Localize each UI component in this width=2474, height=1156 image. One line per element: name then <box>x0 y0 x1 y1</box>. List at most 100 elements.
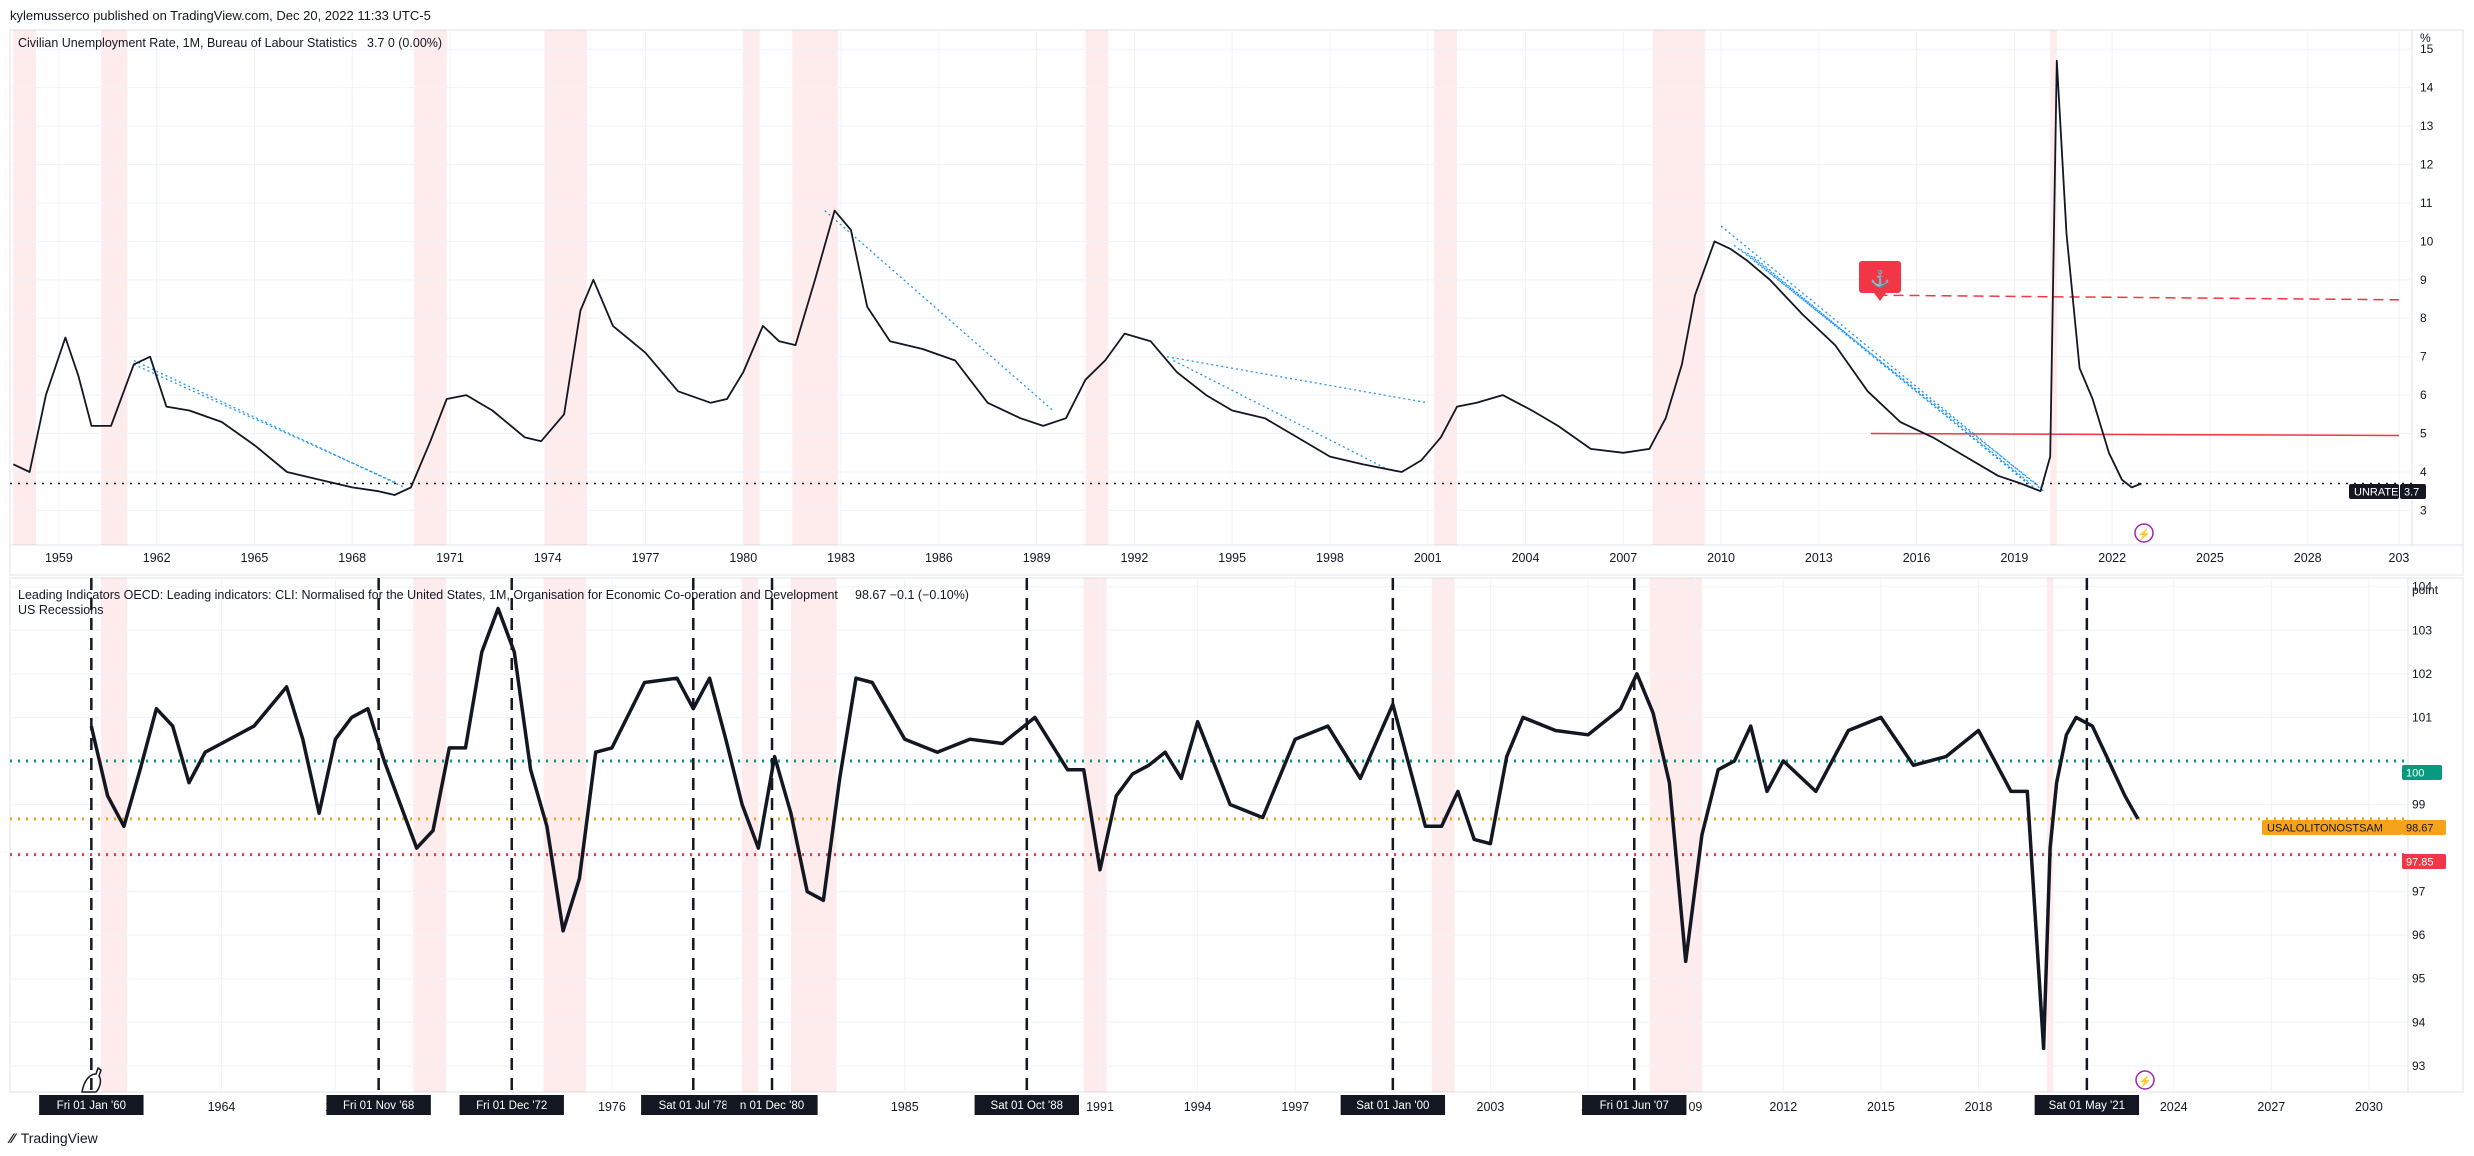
y-tick-label: 99 <box>2412 798 2426 812</box>
cli-pane[interactable]: 9394959697991011021031041964196197619851… <box>10 578 2432 1115</box>
y-tick-label: 102 <box>2412 667 2432 681</box>
y-tick-label: 93 <box>2412 1059 2426 1073</box>
vertical-marker-label: Fri 01 Jun '07 <box>1600 1100 1669 1112</box>
cli-series-label: USALOLITONOSTSAM <box>2267 823 2383 835</box>
unemployment-pane[interactable]: 3 4 5 6 7 8 9 10 11 12 13 14 15 1959 1962 1965 1968 1971 1… <box>10 30 2434 565</box>
horizontal-level-line[interactable] <box>1877 294 2399 301</box>
unrate-line[interactable] <box>12 59 2142 496</box>
cli-level-100-tag: 100 <box>2402 765 2442 780</box>
x-tick-label: 2030 <box>2355 1100 2383 1114</box>
lightning-icon-bottom[interactable]: ⚡ <box>2135 1070 2155 1090</box>
vertical-marker-tag <box>641 1095 746 1115</box>
recession-band <box>1652 30 1705 545</box>
cli-level-9785-tag: 97.85 <box>2402 854 2446 869</box>
recession-band <box>1434 30 1458 545</box>
recession-band <box>1431 578 1455 1092</box>
x-tick-label: 203 <box>2389 551 2410 565</box>
y-tick-label: 4 <box>2420 465 2427 479</box>
x-tick-label: 2015 <box>1867 1100 1895 1114</box>
y-tick-label: 15 <box>2420 42 2434 56</box>
y-tick-label: 7 <box>2420 350 2427 364</box>
recession-band <box>544 30 587 545</box>
recession-band <box>543 578 586 1092</box>
top-legend-title: Civilian Unemployment Rate, 1M, Bureau o… <box>18 36 357 50</box>
x-tick-label: 1974 <box>534 551 562 565</box>
cli-series-tag: USALOLITONOSTSAM 98.67 <box>2262 820 2446 835</box>
x-tick-label: 2018 <box>1965 1100 1993 1114</box>
footer-brand: TradingView <box>20 1130 98 1146</box>
cli-line[interactable] <box>89 606 2140 1051</box>
publisher-line: kylemusserco published on TradingView.co… <box>10 8 431 23</box>
x-tick-label: 1997 <box>1281 1100 1309 1114</box>
y-tick-label: 12 <box>2420 158 2434 172</box>
y-tick-label: 3 <box>2420 503 2427 517</box>
x-tick-label: 1968 <box>338 551 366 565</box>
lightning-icon[interactable]: ⚡ <box>2134 523 2154 543</box>
recession-band <box>792 30 838 545</box>
top-unit-label: % <box>2420 31 2431 45</box>
y-tick-label: 96 <box>2412 928 2426 942</box>
trend-line[interactable] <box>824 210 1054 411</box>
x-tick-label: 2001 <box>1414 551 1442 565</box>
vertical-marker-tag <box>974 1095 1079 1115</box>
vertical-marker-tag <box>726 1095 818 1115</box>
vertical-marker-label: Sat 01 Oct '88 <box>991 1100 1064 1112</box>
horizontal-level-line[interactable] <box>1870 432 2399 437</box>
x-tick-label: 2019 <box>2000 551 2028 565</box>
x-tick-label: 2012 <box>1769 1100 1797 1114</box>
recession-band <box>414 30 447 545</box>
x-tick-label: 2022 <box>2098 551 2126 565</box>
anchor-flag-icon[interactable]: ⚓ <box>1859 261 1901 301</box>
vertical-marker-tag <box>39 1095 144 1115</box>
recession-band <box>13 30 37 545</box>
trend-line[interactable] <box>133 359 405 488</box>
x-tick-label: 1976 <box>598 1100 626 1114</box>
bottom-legend-subtitle: US Recessions <box>18 603 103 617</box>
trend-line[interactable] <box>1746 252 2032 485</box>
svg-text:⚡: ⚡ <box>2138 1075 2152 1088</box>
trend-line[interactable] <box>1173 359 1386 469</box>
vertical-marker-tag <box>2034 1095 2140 1115</box>
vertical-marker-tag <box>1340 1095 1446 1115</box>
x-tick-label: 1986 <box>925 551 953 565</box>
y-tick-label: 10 <box>2420 234 2434 248</box>
vertical-marker-label: Sat 01 May '21 <box>2049 1100 2125 1112</box>
vertical-marker-label: Fri 01 Jan '60 <box>57 1100 126 1112</box>
recession-band <box>1085 30 1109 545</box>
vertical-marker-label: Fri 01 Dec '72 <box>476 1100 547 1112</box>
recession-band <box>742 578 759 1092</box>
y-tick-label: 13 <box>2420 119 2434 133</box>
recession-band <box>101 30 128 545</box>
x-tick-label: 2010 <box>1707 551 1735 565</box>
x-tick-label: 1965 <box>241 551 269 565</box>
y-tick-label: 95 <box>2412 972 2426 986</box>
unrate-value-tag: UNRATE 3.7 <box>2349 484 2426 499</box>
footer: ⁄⁄ TradingView <box>10 1130 98 1146</box>
recession-band <box>743 30 760 545</box>
bottom-legend-value: 98.67 −0.1 (−0.10%) <box>855 588 969 602</box>
x-tick-label: 2024 <box>2160 1100 2188 1114</box>
recession-band <box>101 578 128 1092</box>
x-tick-label: 2025 <box>2196 551 2224 565</box>
y-tick-label: 9 <box>2420 273 2427 287</box>
vertical-marker-tag <box>1582 1095 1687 1115</box>
y-tick-label: 104 <box>2412 580 2432 594</box>
y-tick-label: 8 <box>2420 311 2427 325</box>
y-tick-label: 101 <box>2412 710 2432 724</box>
vertical-marker-label: Sat 01 Jul '78 <box>659 1100 728 1112</box>
x-tick-label: 1985 <box>891 1100 919 1114</box>
y-tick-label: 94 <box>2412 1015 2426 1029</box>
bottom-legend-title: Leading Indicators OECD: Leading indicat… <box>18 588 838 602</box>
x-tick-label: 09 <box>1688 1100 1702 1114</box>
vertical-marker-tag <box>326 1095 431 1115</box>
top-pane-frame <box>9 29 2464 576</box>
trend-line[interactable] <box>133 363 399 485</box>
x-tick-label: 1964 <box>208 1100 236 1114</box>
y-tick-label: 97 <box>2412 885 2426 899</box>
trend-line[interactable] <box>1166 356 1428 404</box>
x-tick-label: 1980 <box>729 551 757 565</box>
x-tick-label: 2028 <box>2294 551 2322 565</box>
cli-last-value: 98.67 <box>2406 823 2434 835</box>
trend-line[interactable] <box>1753 256 2028 485</box>
